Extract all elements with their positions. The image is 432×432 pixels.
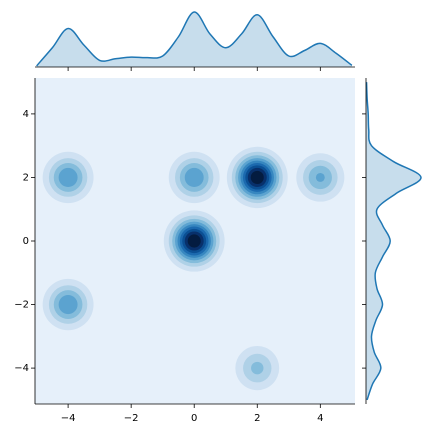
y-tick-label: −4: [14, 363, 29, 374]
kde-contour: [184, 167, 204, 188]
kde-contours: [42, 146, 345, 391]
marginal-x-fill: [36, 11, 352, 68]
x-tick-label: −4: [61, 413, 76, 424]
x-tick-label: 0: [191, 413, 197, 424]
x-tick-label: 2: [254, 413, 260, 424]
x-tick-label: −2: [124, 413, 139, 424]
kde-contour: [58, 294, 78, 315]
marginal-x-line: [36, 11, 353, 67]
y-tick-label: 0: [23, 236, 29, 247]
x-tick-label: 4: [317, 413, 323, 424]
marginal-y-fill: [366, 82, 422, 400]
y-tick-label: −2: [14, 300, 29, 311]
kde-contour: [251, 361, 264, 375]
y-tick-label: 4: [23, 109, 29, 120]
marginal-y-line: [365, 82, 422, 401]
y-tick-label: 2: [23, 172, 29, 183]
kde-contour: [58, 167, 78, 188]
kde-contour: [250, 170, 264, 185]
kde-contour: [315, 172, 325, 182]
kde-contour: [187, 234, 201, 248]
